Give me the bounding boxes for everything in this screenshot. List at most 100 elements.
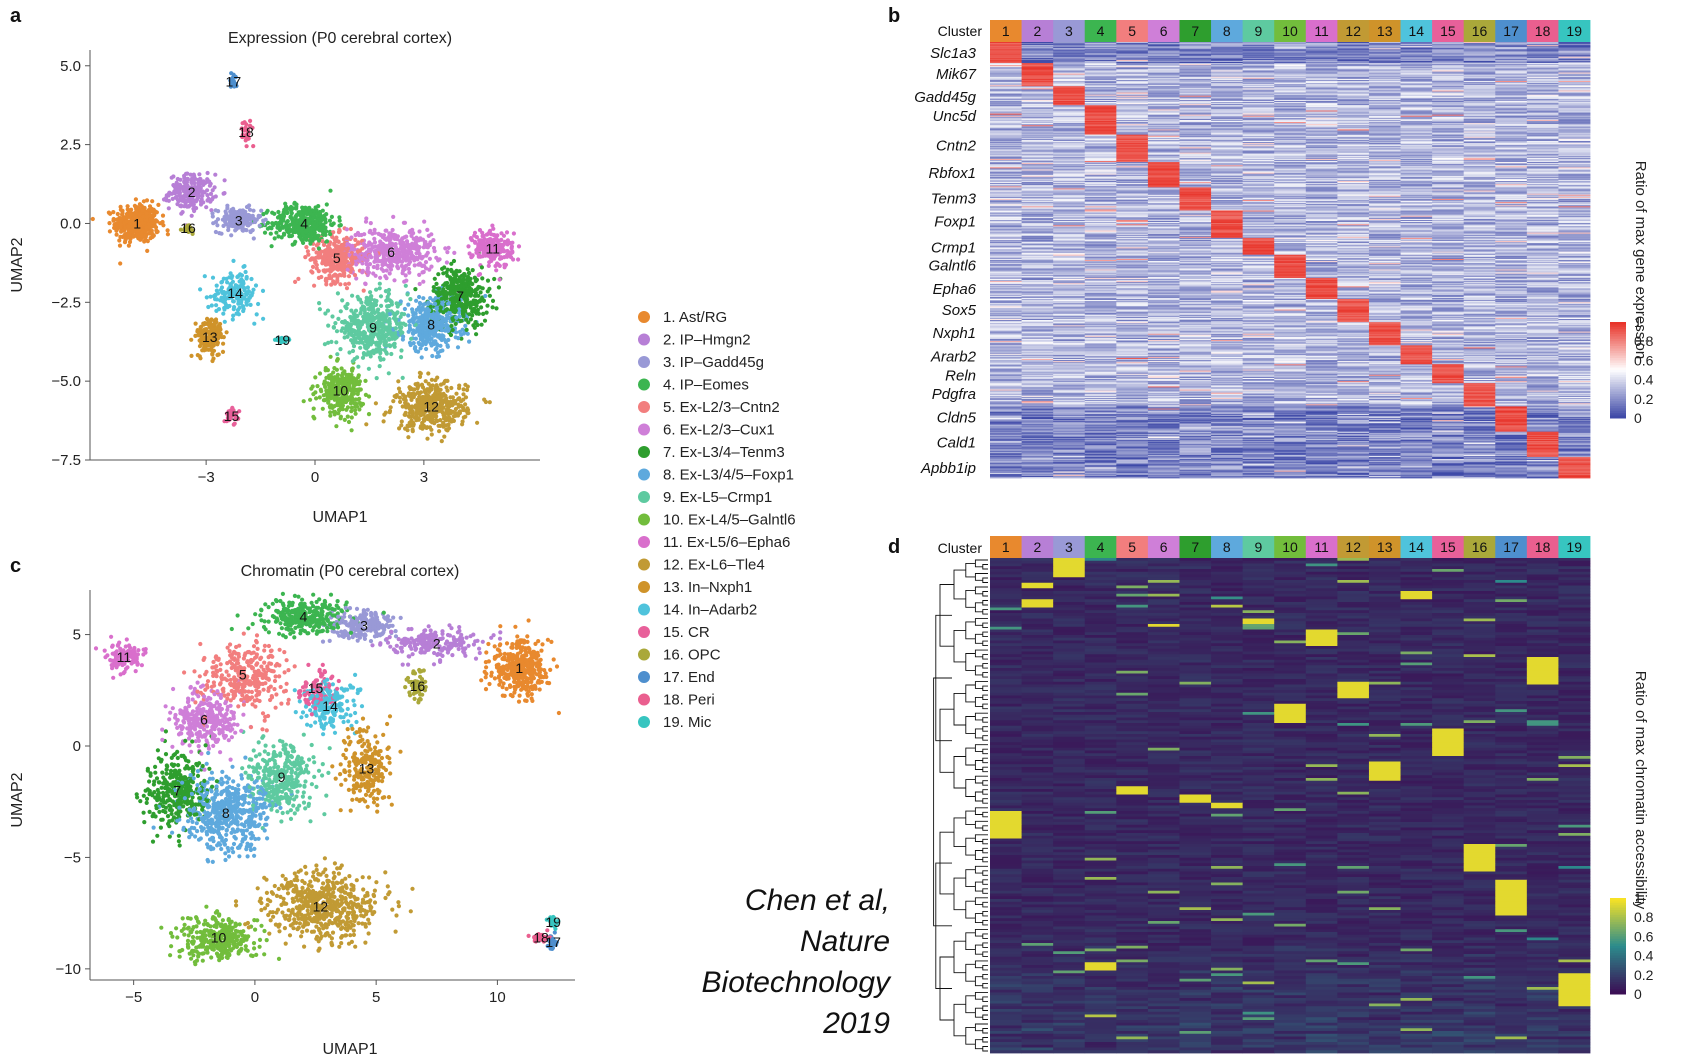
point [440,266,445,271]
point [467,339,472,344]
point [294,206,299,211]
point [335,279,340,284]
point [379,328,384,333]
point [132,203,137,208]
point [357,401,363,406]
point [351,334,356,339]
point [289,233,294,239]
point [479,322,484,327]
point [377,364,382,369]
point [483,293,488,299]
point [320,256,326,261]
point [387,408,393,413]
legend-entry: 17. End [663,669,715,686]
point [324,202,329,207]
point [336,239,341,244]
point [406,329,411,334]
point [218,750,223,755]
legend-entry: 10. Ex-L4/5–Galntl6 [663,512,796,529]
point [445,273,450,278]
point [317,307,322,312]
point [354,340,359,345]
point [421,279,426,284]
point [383,228,388,233]
point [459,399,464,404]
point [461,387,466,392]
point [399,419,404,424]
point [210,348,215,353]
point [436,293,441,298]
legend-swatch [638,401,650,413]
point [221,311,226,316]
point [223,209,228,214]
point [263,217,268,222]
legend-swatch [638,423,650,436]
point [429,343,434,348]
point [122,240,128,245]
legend-swatch [638,468,650,481]
point [502,249,507,254]
point [252,321,257,326]
point [400,271,405,276]
point [125,233,131,238]
point [461,415,466,420]
point [253,283,259,288]
point [378,357,383,362]
point [182,175,187,181]
legend-entry: 13. In–Nxph1 [663,579,752,596]
point [421,269,426,275]
point [331,325,336,330]
point [428,414,433,419]
point [464,297,469,302]
point [243,212,248,217]
point [372,240,378,245]
point [301,233,306,238]
point [206,304,211,310]
point [432,421,437,426]
point [398,299,403,304]
point [359,256,365,261]
point [447,404,452,409]
point [369,307,374,312]
point [148,236,153,241]
point [250,228,255,233]
point [244,144,249,149]
legend-swatch [638,446,650,458]
point [467,312,472,317]
point [403,399,408,404]
point [474,235,479,240]
point [353,408,358,413]
point [353,255,358,260]
point [401,248,406,253]
point [372,310,377,315]
point [393,317,398,322]
point [415,247,420,252]
point [445,388,450,393]
point [413,287,418,292]
point [443,418,448,423]
point [272,236,277,241]
point [214,303,219,308]
cluster-label: 15 [224,408,240,424]
point [419,256,424,261]
point [341,255,346,260]
point [311,414,316,419]
point [343,777,348,782]
point [389,351,394,357]
point [504,230,510,235]
point [332,412,337,417]
point [359,232,364,238]
point [221,276,226,281]
point [324,388,329,393]
point [433,386,438,391]
point [290,218,295,224]
point [335,265,340,270]
point [353,404,358,409]
point [418,371,423,376]
point [321,393,326,398]
point [339,373,344,378]
point [126,224,131,229]
point [423,341,428,347]
point [487,293,492,298]
legend-entry: 12. Ex-L6–Tle4 [663,557,765,574]
